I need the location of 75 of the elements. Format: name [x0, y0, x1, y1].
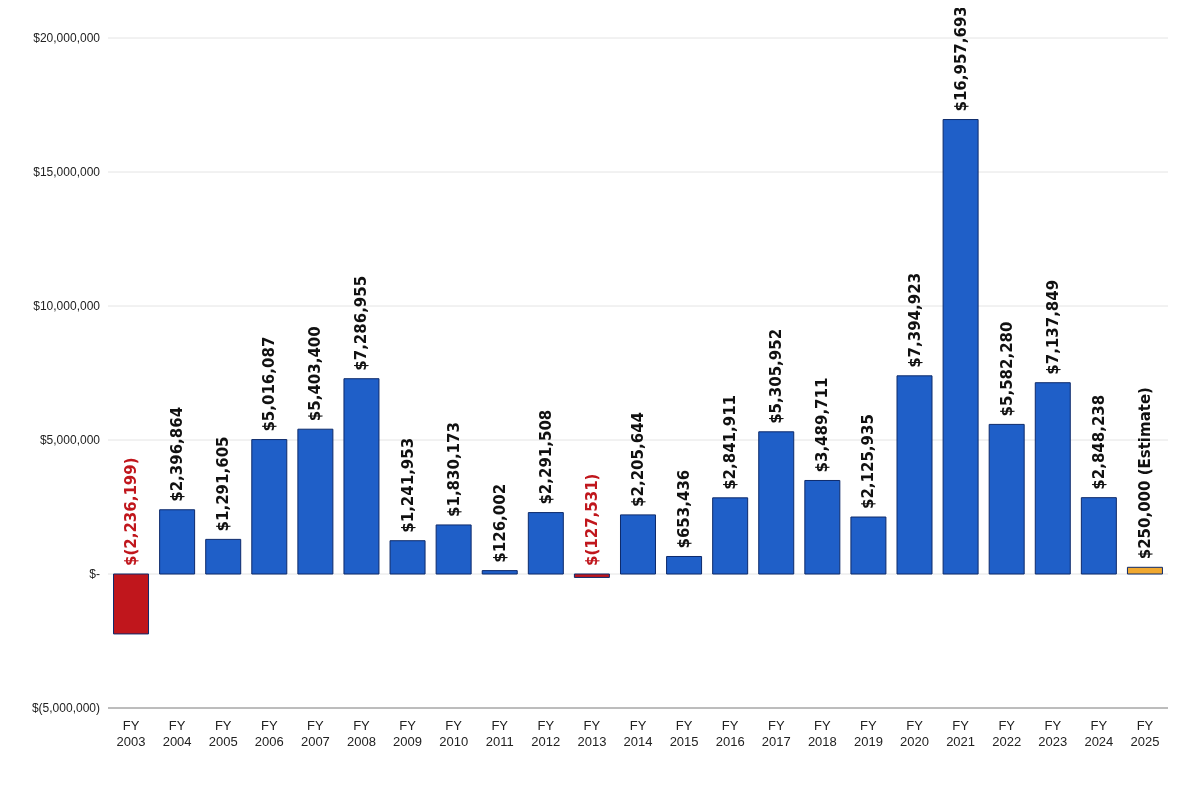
bar — [619, 514, 656, 575]
data-label: $7,137,849 — [1043, 279, 1062, 375]
bar — [573, 573, 610, 578]
x-tick-label: FY 2009 — [393, 718, 423, 749]
y-tick-label: $10,000,000 — [33, 299, 101, 314]
bar — [988, 423, 1025, 575]
x-tick-label: FY 2020 — [900, 718, 929, 749]
bar — [758, 431, 795, 575]
bar — [712, 497, 749, 575]
bar — [113, 573, 150, 635]
x-tick-label: FY 2019 — [853, 718, 883, 749]
data-label: $5,016,087 — [260, 336, 279, 432]
data-label: $2,841,911 — [721, 394, 740, 490]
data-label: $(127,531) — [582, 473, 601, 566]
bar — [159, 509, 196, 575]
bar — [942, 119, 979, 575]
data-label: $2,205,644 — [628, 411, 647, 507]
data-label: $250,000 (Estimate) — [1135, 387, 1154, 560]
bar — [896, 375, 933, 575]
bar — [251, 439, 288, 575]
x-tick-label: FY 2023 — [1038, 718, 1068, 749]
x-tick-label: FY 2008 — [347, 718, 376, 749]
bar — [343, 378, 380, 575]
data-label: $5,582,280 — [997, 321, 1016, 417]
data-label: $5,403,400 — [306, 326, 325, 422]
y-tick-label: $20,000,000 — [33, 31, 101, 46]
x-tick-label: FY 2021 — [946, 718, 976, 749]
bar — [205, 538, 242, 575]
data-label: $1,830,173 — [444, 422, 463, 517]
x-tick-label: FY 2007 — [300, 718, 330, 749]
x-tick-label: FY 2025 — [1130, 718, 1160, 749]
x-tick-label: FY 2013 — [577, 718, 607, 749]
data-label: $126,002 — [490, 483, 509, 563]
x-tick-label: FY 2010 — [439, 718, 469, 749]
y-tick-label: $- — [89, 567, 100, 582]
bar — [1034, 382, 1071, 575]
data-label: $1,291,605 — [214, 436, 233, 532]
data-label: $653,436 — [675, 469, 694, 549]
data-label: $16,957,693 — [951, 6, 970, 112]
bar — [804, 479, 841, 575]
data-label: $1,241,953 — [398, 437, 417, 533]
data-label: $(2,236,199) — [122, 457, 141, 566]
x-tick-label: FY 2011 — [485, 718, 514, 749]
x-tick-label: FY 2004 — [162, 718, 192, 749]
x-tick-label: FY 2003 — [116, 718, 146, 749]
data-label: $2,848,238 — [1089, 394, 1108, 490]
data-label: $3,489,711 — [813, 377, 832, 473]
bar — [389, 540, 426, 575]
bar — [666, 555, 703, 575]
x-tick-label: FY 2024 — [1084, 718, 1114, 749]
x-tick-label: FY 2017 — [761, 718, 791, 749]
bar — [1080, 497, 1117, 575]
x-tick-label: FY 2014 — [623, 718, 653, 749]
data-label: $2,396,864 — [168, 406, 187, 502]
bar — [435, 524, 472, 575]
data-label: $5,305,952 — [767, 328, 786, 424]
data-label: $2,125,935 — [859, 414, 878, 510]
y-tick-label: $(5,000,000) — [31, 701, 100, 716]
data-label: $7,394,923 — [905, 272, 924, 368]
bar — [1126, 566, 1163, 575]
y-tick-label: $5,000,000 — [39, 433, 101, 448]
x-tick-label: FY 2015 — [669, 718, 699, 749]
data-label: $7,286,955 — [352, 275, 371, 371]
x-tick-label: FY 2016 — [715, 718, 745, 749]
bar — [297, 428, 334, 575]
bar — [527, 512, 564, 575]
x-tick-label: FY 2022 — [992, 718, 1022, 749]
y-tick-label: $15,000,000 — [33, 165, 101, 180]
data-label: $2,291,508 — [536, 409, 555, 505]
bar — [481, 570, 518, 575]
x-tick-label: FY 2012 — [531, 718, 561, 749]
x-tick-label: FY 2005 — [208, 718, 238, 749]
x-tick-label: FY 2018 — [807, 718, 837, 749]
bar — [850, 516, 887, 575]
x-tick-label: FY 2006 — [254, 718, 284, 749]
